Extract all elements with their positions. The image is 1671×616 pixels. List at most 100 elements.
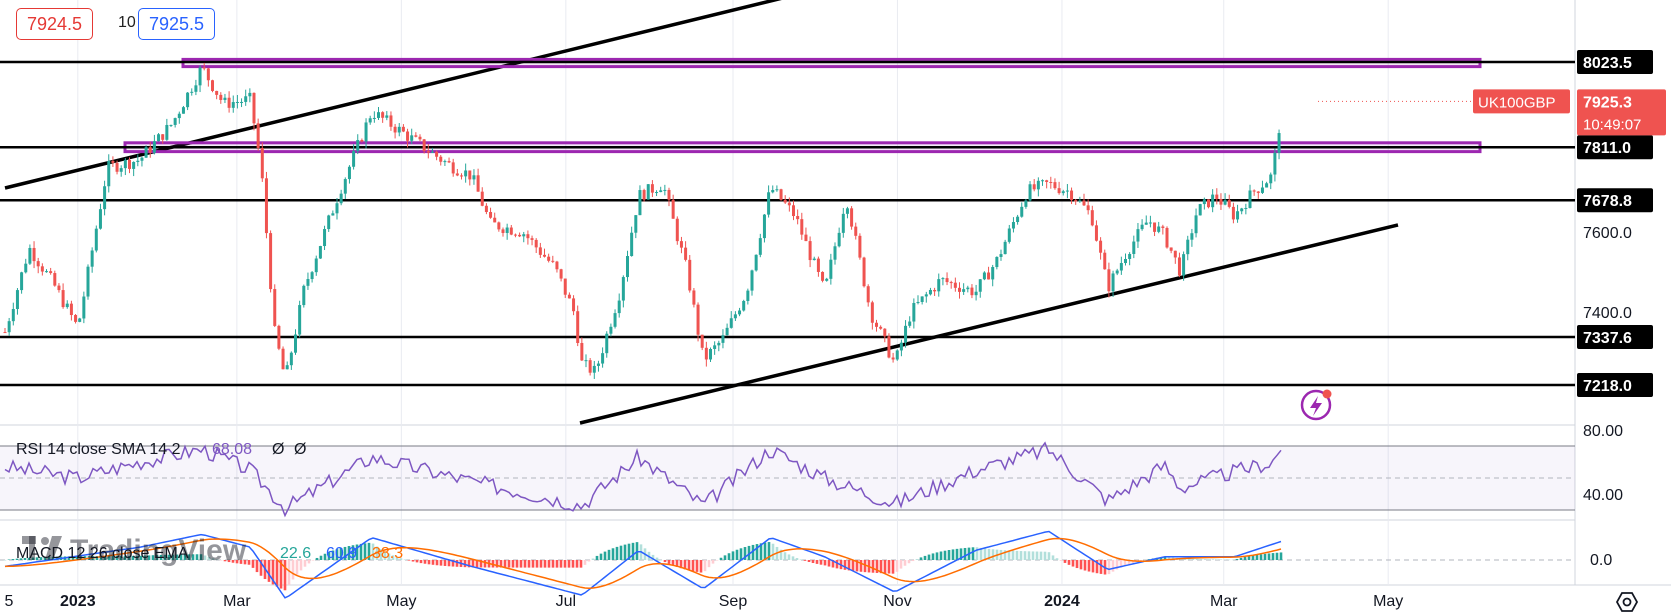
ask-price-badge[interactable]: 7925.5 bbox=[138, 8, 216, 40]
candle-body bbox=[1231, 206, 1235, 220]
lightning-icon[interactable] bbox=[1300, 389, 1332, 421]
candle-body bbox=[422, 139, 426, 152]
candle-body bbox=[933, 289, 937, 292]
macd-histogram-bar bbox=[667, 560, 671, 564]
candle-body bbox=[248, 92, 252, 97]
candle-body bbox=[899, 342, 903, 351]
rsi-legend-title: RSI 14 close SMA 14 2 bbox=[16, 441, 181, 458]
candle-body bbox=[858, 235, 862, 258]
macd-histogram-bar bbox=[631, 542, 635, 560]
macd-histogram-bar bbox=[1055, 558, 1059, 560]
candle-body bbox=[721, 335, 725, 343]
symbol-tag-bg[interactable] bbox=[1473, 89, 1570, 114]
macd-histogram-bar bbox=[975, 547, 979, 560]
macd-histogram-bar bbox=[239, 560, 243, 564]
candle-body bbox=[659, 190, 663, 193]
tradingview-logo bbox=[22, 536, 62, 560]
bid-price-badge[interactable]: 7924.5 bbox=[16, 8, 94, 40]
macd-histogram-bar bbox=[243, 560, 247, 565]
price-level-label: 7811.0 bbox=[1583, 140, 1631, 157]
macd-histogram-bar bbox=[779, 549, 783, 560]
price-level-label-bg bbox=[1577, 325, 1653, 350]
candle-body bbox=[1207, 199, 1210, 208]
macd-histogram-bar bbox=[191, 554, 195, 560]
macd-histogram-bar bbox=[415, 560, 419, 563]
candle-body bbox=[119, 168, 123, 172]
candle-body bbox=[729, 318, 733, 328]
macd-histogram-bar bbox=[679, 560, 683, 569]
candle-body bbox=[733, 314, 737, 319]
candle-body bbox=[850, 208, 854, 227]
candlestick-series bbox=[3, 62, 1281, 379]
macd-histogram-bar bbox=[1259, 554, 1263, 560]
time-axis-label: May bbox=[1373, 593, 1403, 610]
candle-body bbox=[621, 277, 625, 301]
macd-histogram-bar bbox=[747, 545, 751, 560]
candle-body bbox=[779, 189, 783, 200]
macd-histogram-bar bbox=[167, 554, 171, 560]
candle-body bbox=[1115, 270, 1119, 274]
candle-body bbox=[1032, 184, 1036, 190]
candle-body bbox=[982, 272, 986, 280]
time-axis-label: Nov bbox=[883, 593, 911, 610]
candle-body bbox=[123, 159, 127, 169]
macd-histogram-bar bbox=[427, 560, 431, 565]
macd-histogram-bar bbox=[127, 555, 131, 560]
macd-histogram-bar bbox=[131, 555, 135, 560]
macd-histogram-bar bbox=[827, 560, 831, 567]
macd-histogram-bar bbox=[615, 546, 619, 560]
settings-icon[interactable] bbox=[1615, 592, 1639, 612]
macd-histogram-bar bbox=[651, 554, 655, 560]
candle-body bbox=[285, 365, 289, 370]
macd-histogram-bar bbox=[731, 551, 735, 560]
candle-body bbox=[389, 115, 393, 127]
macd-histogram-bar bbox=[699, 560, 703, 573]
macd-histogram-bar bbox=[571, 560, 575, 568]
candle-body bbox=[928, 289, 932, 295]
candle-body bbox=[663, 189, 667, 191]
macd-histogram-bar bbox=[147, 555, 151, 560]
macd-histogram-bar bbox=[1027, 551, 1031, 560]
macd-histogram-bar bbox=[155, 555, 159, 560]
candle-body bbox=[904, 325, 908, 343]
macd-histogram-bar bbox=[939, 551, 943, 560]
candle-body bbox=[1157, 226, 1161, 232]
rsi-legend-extra: Ø bbox=[272, 441, 284, 458]
candle-body bbox=[742, 300, 746, 311]
lower-trend-line bbox=[579, 223, 1399, 425]
candle-body bbox=[613, 313, 617, 327]
candle-body bbox=[36, 261, 40, 267]
macd-histogram-bar bbox=[851, 560, 855, 571]
candle-body bbox=[1136, 229, 1140, 242]
macd-histogram-bar bbox=[1199, 559, 1203, 560]
macd-histogram-bar bbox=[895, 560, 899, 572]
candle-body bbox=[227, 97, 231, 108]
macd-histogram-bar bbox=[1019, 551, 1023, 560]
macd-histogram-bar bbox=[199, 554, 203, 560]
candle-body bbox=[430, 151, 434, 153]
macd-histogram-bar bbox=[1007, 550, 1011, 560]
macd-histogram-bar bbox=[27, 557, 31, 560]
time-axis-label: Sep bbox=[719, 593, 748, 610]
candle-body bbox=[476, 175, 480, 192]
candle-body bbox=[1061, 191, 1065, 194]
macd-histogram-bar bbox=[463, 560, 467, 568]
candle-body bbox=[854, 226, 858, 236]
candle-body bbox=[530, 238, 534, 240]
macd-histogram-bar bbox=[479, 560, 483, 568]
candle-body bbox=[675, 218, 679, 242]
candle-body bbox=[1007, 228, 1011, 242]
macd-histogram-bar bbox=[1231, 559, 1235, 561]
price-level-label-bg bbox=[1577, 373, 1653, 397]
candle-body bbox=[298, 305, 302, 335]
macd-histogram-bar bbox=[703, 560, 707, 572]
macd-histogram-bar bbox=[339, 547, 343, 560]
macd-histogram-bar bbox=[671, 560, 675, 566]
candle-body bbox=[999, 254, 1003, 257]
candle-body bbox=[1198, 204, 1202, 216]
macd-histogram-bar bbox=[1183, 558, 1187, 560]
macd-histogram-bar bbox=[927, 554, 931, 560]
macd-histogram-bar bbox=[1203, 559, 1207, 560]
macd-histogram-bar bbox=[999, 549, 1003, 560]
